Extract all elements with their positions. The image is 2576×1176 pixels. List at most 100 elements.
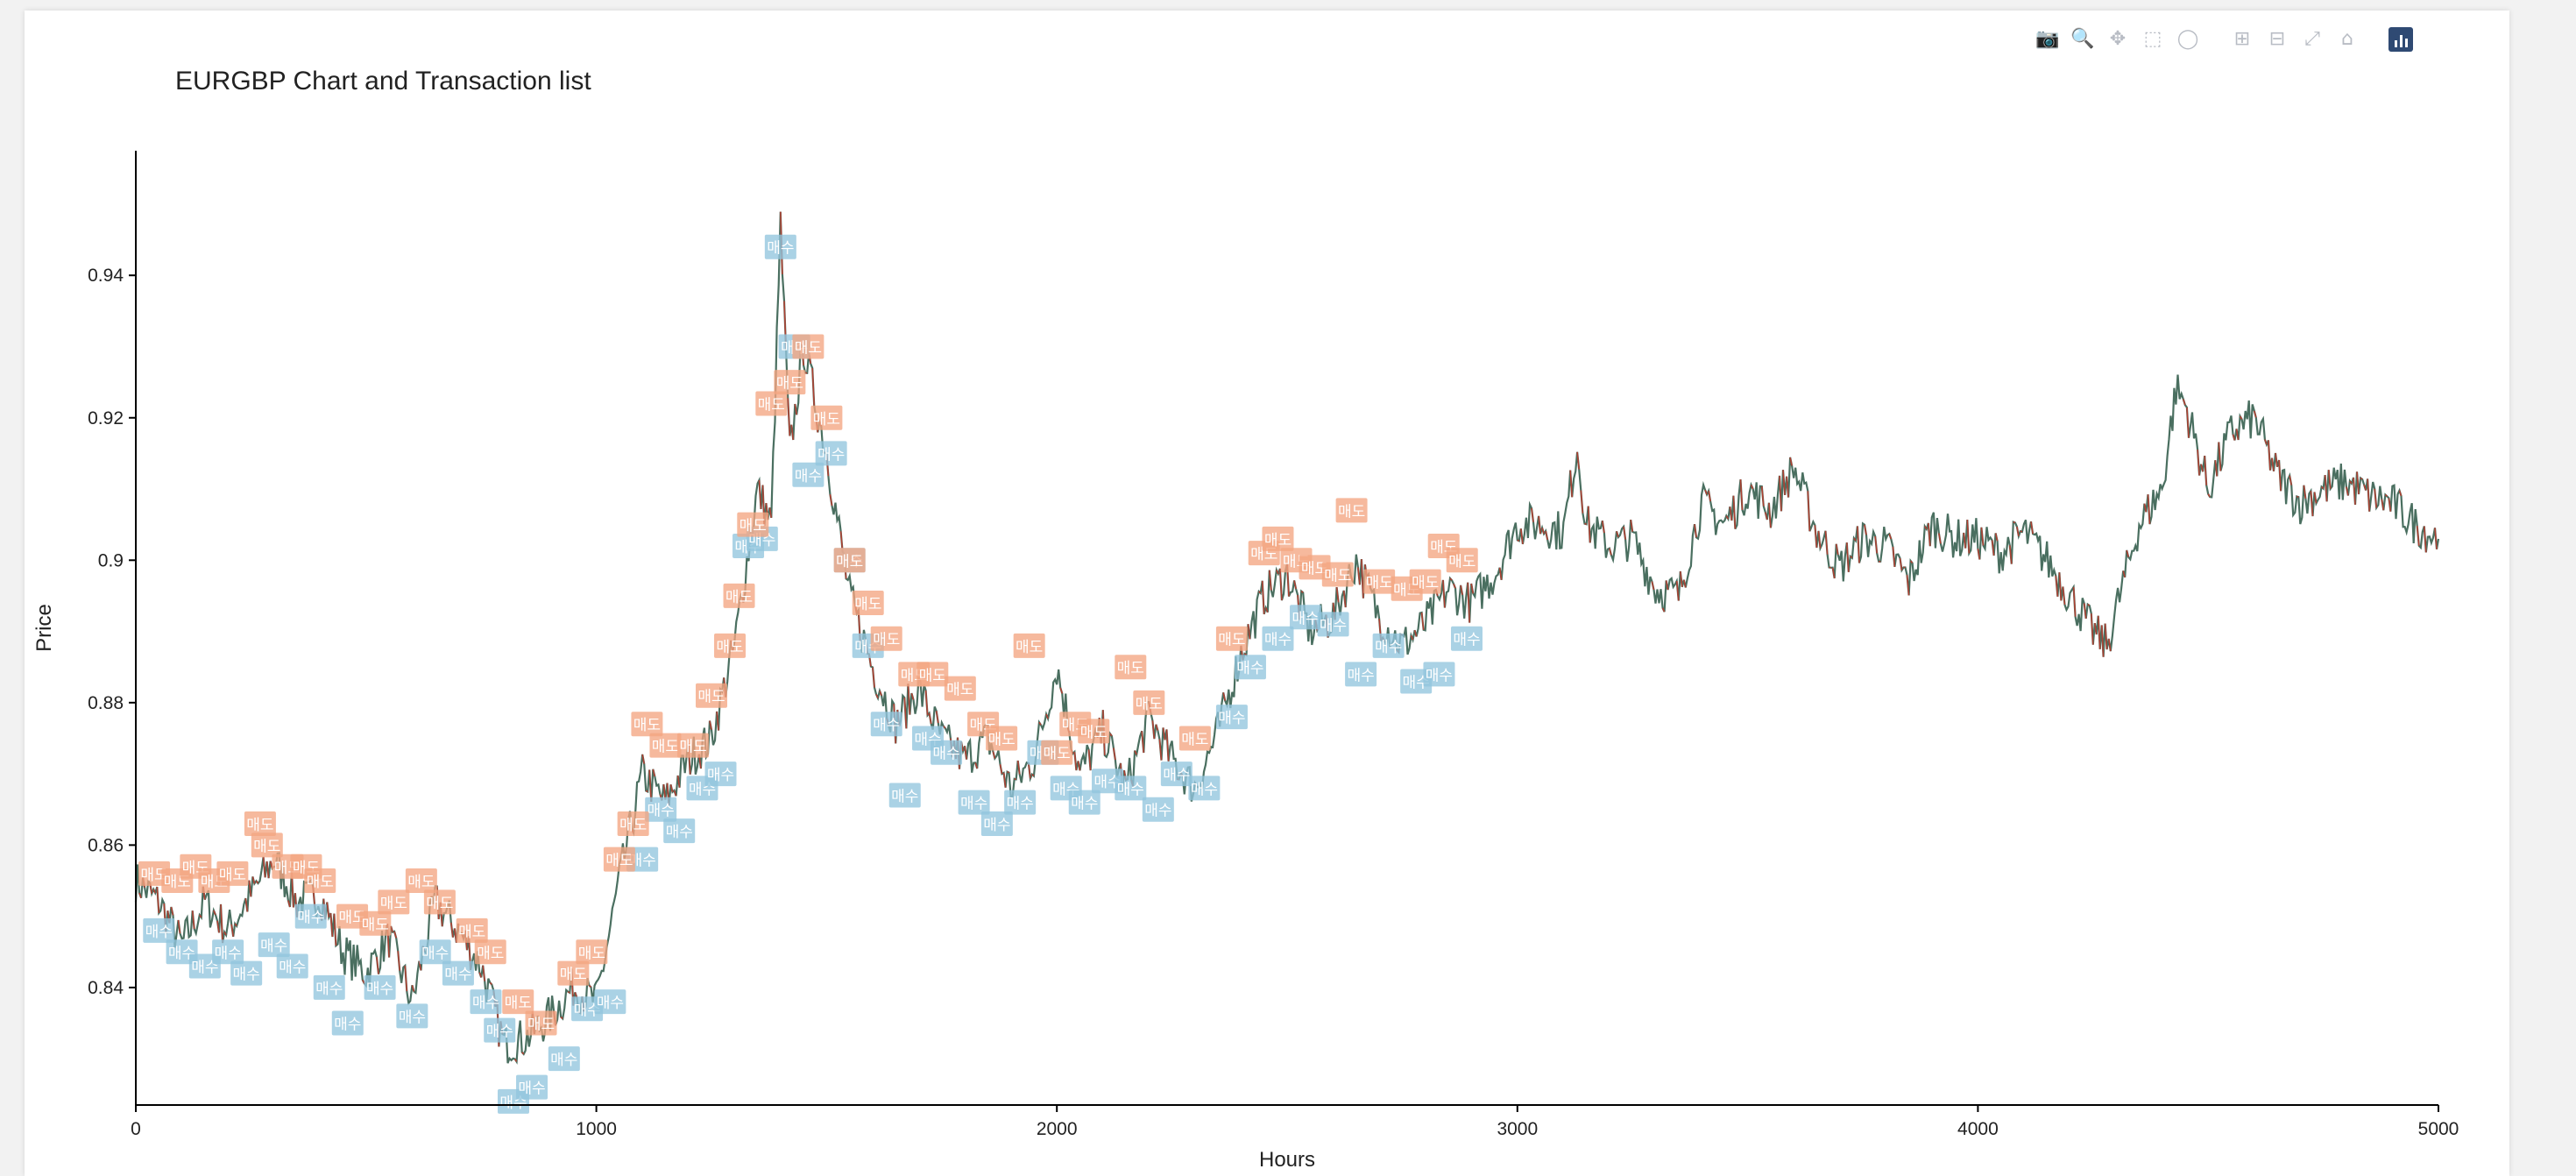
sell-marker-box (852, 591, 884, 616)
sell-marker: 매도 (1133, 690, 1165, 715)
buy-marker-label: 매수 (366, 981, 393, 998)
buy-marker: 매수 (1115, 776, 1147, 801)
sell-marker-label: 매도 (836, 553, 863, 570)
zoom-icon[interactable]: 🔍 (2070, 28, 2095, 50)
sell-marker-box (525, 1010, 557, 1036)
sell-marker-box (986, 726, 1018, 751)
zoom-in-icon[interactable]: ⊞ (2233, 28, 2251, 50)
buy-marker-box (258, 932, 290, 958)
buy-marker-label: 매수 (1403, 674, 1430, 691)
sell-marker: 매도 (244, 811, 276, 836)
buy-marker: 매수 (331, 1010, 364, 1036)
pan-icon[interactable]: ✥ (2109, 28, 2127, 50)
buy-marker-label: 매수 (260, 938, 287, 955)
buy-marker: 매수 (594, 989, 626, 1015)
buy-marker-label: 매수 (629, 853, 656, 870)
sell-marker: 매도 (456, 917, 488, 943)
sell-marker-label: 매도 (458, 924, 485, 941)
buy-marker: 매수 (1188, 776, 1221, 801)
sell-marker-label: 매도 (560, 967, 587, 984)
sell-marker-label: 매도 (1338, 503, 1365, 521)
sell-marker-label: 매도 (919, 667, 946, 684)
sell-marker: 매도 (1115, 655, 1147, 680)
sell-marker-label: 매도 (679, 739, 706, 756)
buy-marker-label: 매수 (1320, 617, 1347, 634)
sell-marker-box (1215, 626, 1248, 651)
buy-marker-label: 매수 (1426, 667, 1453, 684)
buy-marker-box (1290, 605, 1322, 630)
buy-marker-label: 매수 (1071, 796, 1098, 813)
sell-marker-label: 매도 (1448, 553, 1476, 570)
sell-marker-label: 매도 (1218, 632, 1245, 649)
x-tick-label: 3000 (1497, 1119, 1538, 1139)
sell-marker: 매도 (810, 405, 843, 430)
sell-marker: 매도 (1178, 726, 1211, 751)
buy-marker-label: 매수 (472, 995, 499, 1012)
sell-marker: 매도 (576, 939, 608, 965)
sell-marker-box (1446, 548, 1478, 573)
buy-marker-box (470, 989, 502, 1015)
buy-marker-label: 매수 (983, 817, 1010, 834)
sell-marker-box (696, 683, 727, 708)
sell-marker-box (216, 861, 249, 886)
buy-marker-label: 매수 (1264, 632, 1292, 649)
sell-marker-box (1078, 719, 1110, 744)
zoom-out-icon[interactable]: ⊟ (2268, 28, 2286, 50)
buy-marker-box (1423, 662, 1455, 687)
sell-marker: 매도 (474, 939, 506, 965)
buy-marker-box (870, 712, 902, 737)
autoscale-icon[interactable]: ⤢ (2304, 28, 2320, 50)
box-select-icon[interactable]: ⬚ (2143, 28, 2162, 50)
x-tick-label: 2000 (1037, 1119, 1078, 1139)
sell-marker-box (810, 405, 843, 430)
buy-marker-box (313, 974, 345, 1000)
sell-marker: 매도 (603, 847, 635, 872)
sell-marker-box (359, 910, 392, 936)
sell-marker: 매도 (1078, 719, 1110, 744)
buy-marker-label: 매수 (315, 981, 343, 998)
buy-marker: 매수 (980, 811, 1013, 836)
x-tick-label: 5000 (2418, 1119, 2459, 1139)
buy-marker-box (484, 1017, 516, 1043)
sell-marker-box (792, 334, 824, 359)
buy-marker-box (212, 939, 244, 965)
sell-marker-label: 매도 (578, 945, 605, 962)
plotly-logo-icon[interactable] (2388, 27, 2413, 52)
sell-marker-box (1363, 569, 1396, 594)
buy-marker-box (331, 1010, 364, 1036)
buy-marker-box (931, 740, 963, 765)
sell-marker-box (474, 939, 506, 965)
buy-marker-label: 매수 (1347, 667, 1374, 684)
buy-marker-box (645, 797, 677, 822)
reset-axes-icon[interactable]: ⌂ (2341, 28, 2353, 50)
sell-marker-box (870, 626, 902, 651)
buy-marker-label: 매수 (444, 967, 471, 984)
buy-marker: 매수 (419, 939, 451, 965)
buy-marker-label: 매수 (1218, 710, 1245, 727)
buy-marker-label: 매수 (233, 967, 260, 984)
sell-marker-label: 매도 (716, 639, 743, 656)
sell-marker-box (603, 847, 635, 872)
buy-marker: 매수 (764, 234, 796, 259)
buy-marker-box (396, 1003, 428, 1029)
sell-marker-label: 매도 (338, 910, 365, 927)
sell-marker: 매도 (216, 861, 249, 886)
camera-icon[interactable]: 📷 (2035, 28, 2060, 50)
buy-marker: 매수 (704, 762, 737, 787)
buy-marker-label: 매수 (573, 1002, 600, 1019)
sell-marker-box (631, 712, 663, 737)
sell-marker-box (676, 733, 709, 758)
buy-marker-label: 매수 (795, 468, 822, 485)
sell-marker: 매도 (251, 832, 283, 858)
buy-marker-label: 매수 (932, 746, 959, 763)
sell-marker-label: 매도 (697, 689, 725, 706)
sell-marker-box (304, 868, 336, 894)
sell-marker-label: 매도 (219, 867, 246, 884)
sell-marker: 매도 (1363, 569, 1396, 594)
buy-marker: 매수 (1290, 605, 1322, 630)
sell-marker-label: 매도 (1301, 560, 1328, 577)
sell-marker: 매도 (502, 989, 534, 1015)
lasso-select-icon[interactable]: ◯ (2176, 28, 2199, 50)
buy-marker-label: 매수 (550, 1052, 577, 1069)
buy-marker-label: 매수 (191, 960, 218, 977)
